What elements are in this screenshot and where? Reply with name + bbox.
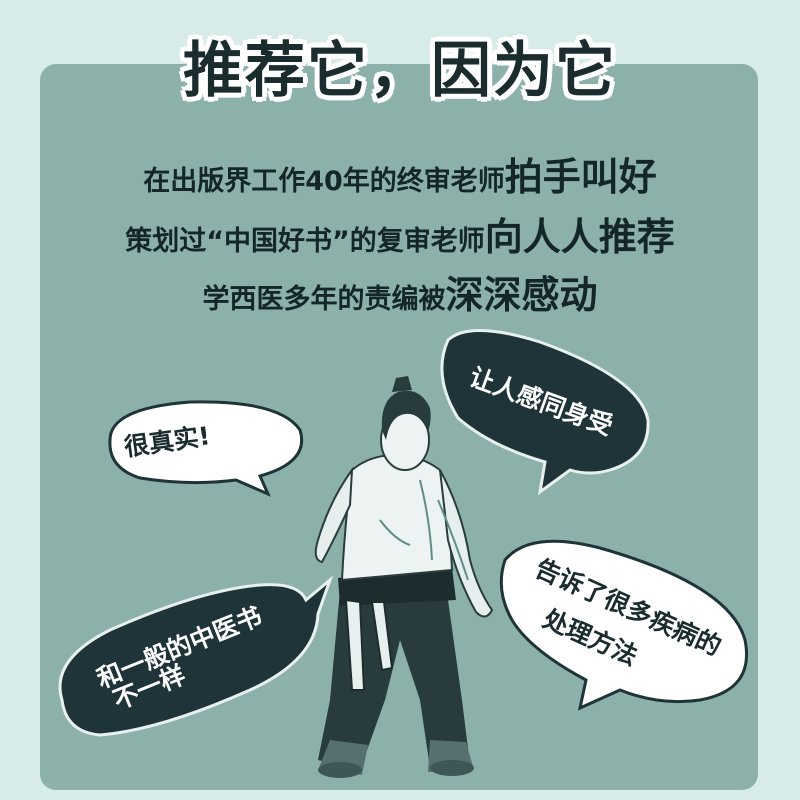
recommend-line-1-text: 在出版界工作40年的终审老师: [143, 166, 505, 197]
speech-bubble-empathy: [440, 329, 650, 496]
speech-bubble-very-real: [108, 400, 303, 497]
recommend-line-1-emphasis: 拍手叫好: [504, 155, 657, 199]
recommend-line-3-emphasis: 深深感动: [445, 273, 598, 317]
recommend-line-1: 在出版界工作40年的终审老师拍手叫好: [0, 146, 800, 201]
recommend-line-2: 策划过“中国好书”的复审老师向人人推荐: [0, 206, 800, 261]
page-title: 推荐它，因为它: [183, 36, 617, 106]
recommend-line-3-text: 学西医多年的责编被: [202, 284, 446, 315]
recommend-line-2-emphasis: 向人人推荐: [484, 215, 675, 259]
recommend-line-3: 学西医多年的责编被深深感动: [0, 264, 800, 319]
ancient-figure-illustration: [314, 376, 494, 778]
speech-bubble-methods: [499, 539, 748, 711]
recommend-line-2-text: 策划过“中国好书”的复审老师: [125, 226, 485, 257]
speech-bubble-different: [58, 575, 334, 737]
